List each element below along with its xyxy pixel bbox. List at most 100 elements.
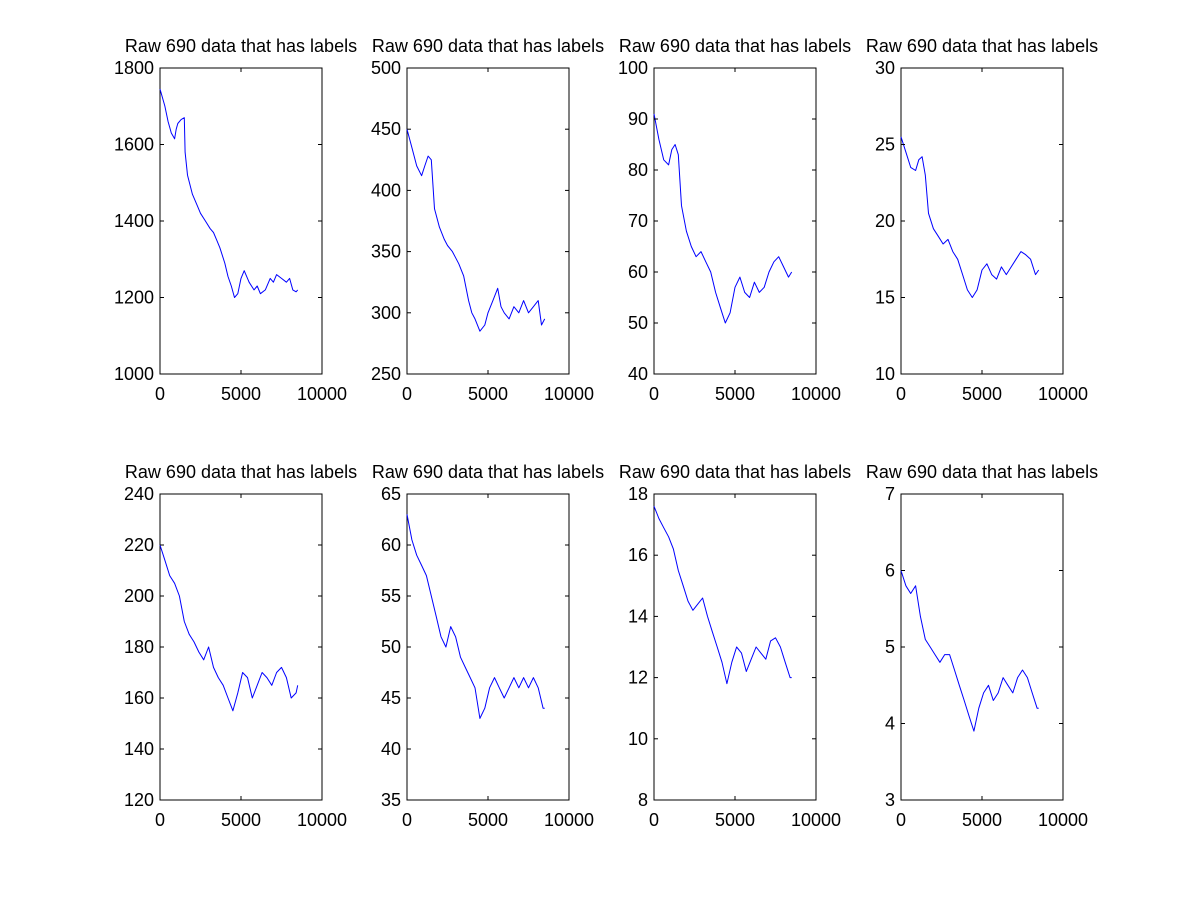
series-line bbox=[406, 514, 545, 719]
axes-box bbox=[159, 493, 323, 801]
y-tick-label: 80 bbox=[628, 160, 648, 180]
x-tick-label: 5000 bbox=[221, 810, 261, 830]
y-tick-label: 25 bbox=[875, 135, 895, 155]
series-line bbox=[653, 506, 792, 685]
x-tick-label: 5000 bbox=[715, 384, 755, 404]
x-tick-label: 0 bbox=[155, 810, 165, 830]
x-tick-label: 0 bbox=[155, 384, 165, 404]
series-line bbox=[406, 129, 546, 332]
y-tick-label: 8 bbox=[638, 790, 648, 810]
y-tick-label: 450 bbox=[371, 119, 401, 139]
x-tick-label: 0 bbox=[649, 810, 659, 830]
y-tick-label: 1800 bbox=[114, 58, 154, 78]
x-tick-label: 0 bbox=[896, 810, 906, 830]
y-tick-label: 30 bbox=[875, 58, 895, 78]
x-tick-label: 10000 bbox=[1038, 810, 1088, 830]
y-tick-label: 1400 bbox=[114, 211, 154, 231]
x-tick-label: 0 bbox=[402, 384, 412, 404]
x-tick-label: 10000 bbox=[791, 810, 841, 830]
chart-title: Raw 690 data that has labels bbox=[866, 462, 1098, 482]
y-tick-label: 14 bbox=[628, 606, 648, 626]
series-line bbox=[653, 113, 793, 324]
y-tick-label: 20 bbox=[875, 211, 895, 231]
y-tick-label: 250 bbox=[371, 364, 401, 384]
x-tick-label: 5000 bbox=[962, 810, 1002, 830]
x-tick-label: 10000 bbox=[544, 810, 594, 830]
y-tick-label: 12 bbox=[628, 668, 648, 688]
y-tick-label: 10 bbox=[875, 364, 895, 384]
y-tick-label: 65 bbox=[381, 484, 401, 504]
axes-box bbox=[653, 493, 817, 801]
y-tick-label: 10 bbox=[628, 729, 648, 749]
y-tick-label: 160 bbox=[124, 688, 154, 708]
y-tick-label: 1600 bbox=[114, 135, 154, 155]
y-tick-label: 60 bbox=[381, 535, 401, 555]
y-tick-label: 70 bbox=[628, 211, 648, 231]
y-tick-label: 40 bbox=[628, 364, 648, 384]
y-tick-label: 90 bbox=[628, 109, 648, 129]
x-tick-label: 10000 bbox=[297, 384, 347, 404]
y-tick-label: 6 bbox=[885, 561, 895, 581]
x-tick-label: 10000 bbox=[791, 384, 841, 404]
y-tick-label: 1000 bbox=[114, 364, 154, 384]
y-tick-label: 60 bbox=[628, 262, 648, 282]
series-line bbox=[900, 570, 1039, 732]
x-tick-label: 0 bbox=[402, 810, 412, 830]
series-line bbox=[900, 136, 1040, 298]
chart-title: Raw 690 data that has labels bbox=[619, 36, 851, 56]
y-tick-label: 350 bbox=[371, 242, 401, 262]
y-tick-label: 16 bbox=[628, 545, 648, 565]
y-tick-label: 35 bbox=[381, 790, 401, 810]
x-tick-label: 10000 bbox=[297, 810, 347, 830]
axes-box bbox=[406, 493, 570, 801]
x-tick-label: 5000 bbox=[468, 384, 508, 404]
y-tick-label: 50 bbox=[381, 637, 401, 657]
y-tick-label: 55 bbox=[381, 586, 401, 606]
y-tick-label: 5 bbox=[885, 637, 895, 657]
chart-title: Raw 690 data that has labels bbox=[125, 36, 357, 56]
y-tick-label: 220 bbox=[124, 535, 154, 555]
y-tick-label: 300 bbox=[371, 303, 401, 323]
y-tick-label: 15 bbox=[875, 288, 895, 308]
y-tick-label: 240 bbox=[124, 484, 154, 504]
x-tick-label: 10000 bbox=[1038, 384, 1088, 404]
chart-title: Raw 690 data that has labels bbox=[125, 462, 357, 482]
y-tick-label: 180 bbox=[124, 637, 154, 657]
chart-title: Raw 690 data that has labels bbox=[619, 462, 851, 482]
y-tick-label: 200 bbox=[124, 586, 154, 606]
x-tick-label: 5000 bbox=[715, 810, 755, 830]
x-tick-label: 5000 bbox=[221, 384, 261, 404]
x-tick-label: 10000 bbox=[544, 384, 594, 404]
y-tick-label: 500 bbox=[371, 58, 401, 78]
y-tick-label: 140 bbox=[124, 739, 154, 759]
chart-title: Raw 690 data that has labels bbox=[372, 462, 604, 482]
chart-title: Raw 690 data that has labels bbox=[372, 36, 604, 56]
axes-box bbox=[406, 67, 570, 375]
series-line bbox=[159, 88, 299, 298]
chart-title: Raw 690 data that has labels bbox=[866, 36, 1098, 56]
x-tick-label: 0 bbox=[896, 384, 906, 404]
x-tick-label: 0 bbox=[649, 384, 659, 404]
series-line bbox=[159, 544, 299, 712]
y-tick-label: 100 bbox=[618, 58, 648, 78]
y-tick-label: 400 bbox=[371, 180, 401, 200]
y-tick-label: 120 bbox=[124, 790, 154, 810]
y-tick-label: 7 bbox=[885, 484, 895, 504]
y-tick-label: 45 bbox=[381, 688, 401, 708]
axes-box bbox=[900, 67, 1064, 375]
y-tick-label: 3 bbox=[885, 790, 895, 810]
y-tick-label: 4 bbox=[885, 714, 895, 734]
axes-box bbox=[900, 493, 1064, 801]
y-tick-label: 18 bbox=[628, 484, 648, 504]
y-tick-label: 1200 bbox=[114, 288, 154, 308]
x-tick-label: 5000 bbox=[962, 384, 1002, 404]
